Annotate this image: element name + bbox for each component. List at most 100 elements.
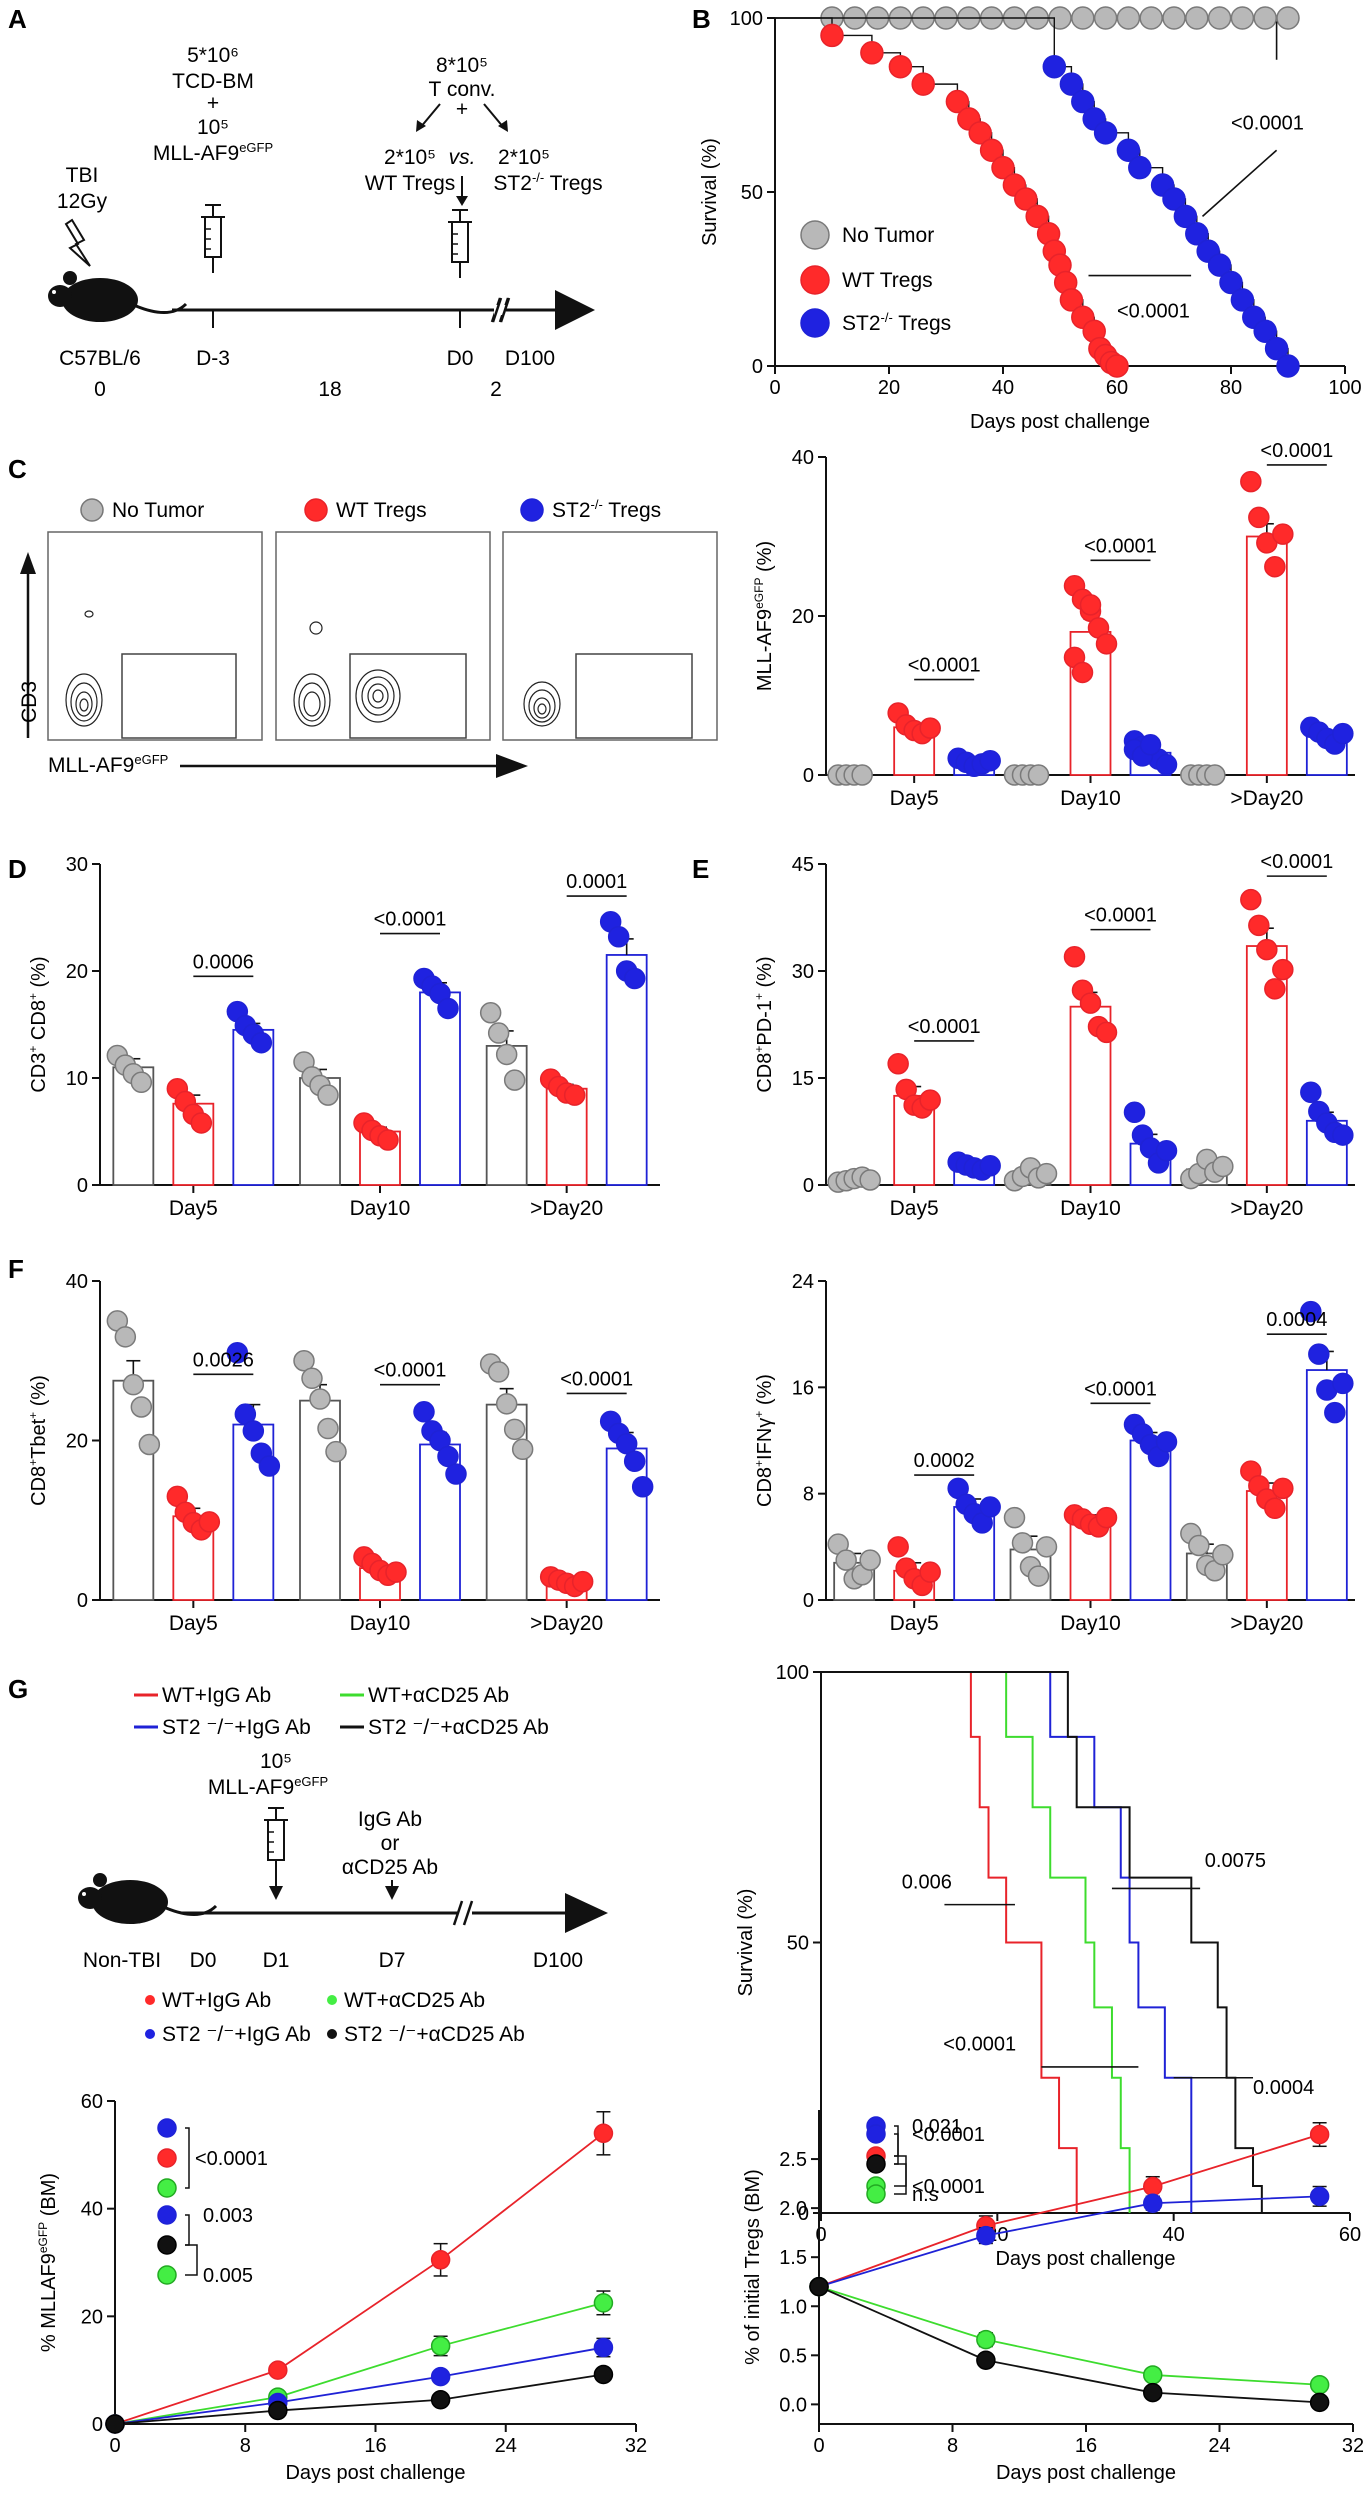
y-axis-label: Survival (%) — [735, 1889, 757, 1997]
data-point — [623, 1450, 646, 1472]
data-point — [1212, 1155, 1234, 1178]
data-point — [511, 1438, 534, 1461]
x-arrow-icon — [496, 754, 528, 778]
x-tick-label: 0 — [769, 377, 780, 399]
data-point — [976, 2225, 996, 2246]
y-axis-label: Survival (%) — [699, 138, 721, 246]
data-point — [1155, 1140, 1178, 1162]
data-point — [317, 1417, 339, 1440]
x-tick-label: 20 — [878, 377, 900, 399]
day-100-label: D100 — [505, 347, 555, 370]
stat-bracket — [894, 2163, 907, 2195]
interval-0: 0 — [94, 378, 106, 401]
survival-point — [991, 155, 1015, 180]
data-point — [105, 2414, 125, 2434]
y-arrow-icon — [20, 552, 36, 574]
data-point — [130, 1071, 153, 1094]
legend-g2-st2-acd25: ST2 ⁻/⁻+αCD25 Ab — [344, 2023, 525, 2046]
data-point — [1204, 764, 1226, 786]
data-point — [268, 2400, 288, 2421]
data-point — [1332, 722, 1354, 745]
y-tick-label: 30 — [66, 854, 88, 876]
vs-label: vs. — [449, 146, 476, 169]
y-tick-label: 40 — [81, 2199, 103, 2221]
y-tick-label: 0 — [77, 1175, 88, 1197]
y-axis-label: CD8+PD-1+ (%) — [752, 956, 776, 1092]
survival-line — [821, 1671, 1263, 2213]
legend-g2-wt-acd25: WT+αCD25 Ab — [344, 1989, 485, 2012]
data-point — [130, 1396, 153, 1418]
bar — [112, 1379, 155, 1601]
bar — [232, 1028, 275, 1186]
y-tick-label: 15 — [792, 1068, 814, 1090]
p-value: <0.0001 — [908, 1016, 981, 1038]
data-point — [615, 1432, 638, 1455]
x-axis-label: Days post challenge — [995, 2248, 1175, 2270]
survival-point — [968, 121, 992, 145]
data-point — [413, 1401, 435, 1423]
bar-chart-d: 0 10 20 30 CD3+ CD8+ (%) Day5 Day10 >Day20 0.000… — [26, 854, 660, 1220]
survival-point — [1116, 6, 1141, 30]
y-tick-label: 40 — [66, 1271, 88, 1293]
data-point — [1332, 1124, 1354, 1146]
y-tick-label: 24 — [792, 1271, 814, 1293]
stat-group-marker — [157, 2235, 177, 2255]
y-tick-label: 0 — [752, 356, 763, 378]
legend-g2-st2-igg-marker — [145, 2029, 155, 2039]
data-point — [593, 2293, 614, 2313]
survival-point — [911, 72, 935, 96]
data-point — [487, 1022, 510, 1044]
tumor-label: MLL-AF9eGFP — [153, 140, 273, 165]
survival-point — [1093, 6, 1118, 30]
p-value: 0.0006 — [193, 951, 254, 973]
x-axis-label: Days post challenge — [996, 2462, 1176, 2484]
data-point — [122, 1373, 145, 1396]
x-axis-label: Days post challenge — [970, 411, 1150, 433]
x-tick-label: 24 — [1208, 2435, 1230, 2457]
x-tick-label: 60 — [1339, 2224, 1361, 2246]
data-point — [1079, 992, 1102, 1014]
data-point — [1308, 1343, 1330, 1365]
x-axis-label: Days post challenge — [285, 2462, 465, 2484]
survival-point — [1059, 288, 1084, 312]
category-label: Day5 — [169, 1612, 218, 1635]
p-value: <0.0001 — [1084, 535, 1157, 557]
survival-point — [1230, 6, 1255, 30]
p-value: <0.0001 — [1231, 112, 1304, 134]
data-point — [859, 1549, 881, 1571]
data-point — [1071, 661, 1094, 684]
category-label: Day10 — [350, 1612, 411, 1635]
series-line — [818, 2133, 1320, 2288]
data-point — [258, 1455, 281, 1477]
survival-line — [821, 1671, 1078, 2213]
p-value: <0.0001 — [1117, 300, 1190, 322]
stat-group-marker — [866, 2124, 886, 2144]
y-tick-label: 0 — [92, 2414, 103, 2436]
timeline-arrow-icon — [555, 290, 595, 330]
series-line — [114, 2302, 604, 2425]
p-value: <0.0001 — [912, 2176, 985, 2198]
data-point — [1300, 1300, 1322, 1323]
legend-g2-wt-igg: WT+IgG Ab — [162, 1989, 271, 2012]
data-point — [1264, 555, 1286, 578]
x-tick-label: 60 — [1106, 377, 1128, 399]
data-point — [430, 2390, 451, 2410]
y-tick-label: 0.5 — [779, 2345, 807, 2367]
survival-point — [1276, 6, 1300, 30]
data-point — [631, 1476, 654, 1498]
g-tumor-label: MLL-AF9eGFP — [208, 1774, 328, 1799]
data-point — [198, 1511, 221, 1533]
tumor-cells: 10⁵ — [197, 116, 229, 139]
data-point — [887, 1052, 909, 1075]
p-value: <0.0001 — [195, 2148, 268, 2170]
data-point — [1079, 594, 1102, 616]
bar — [1129, 1439, 1172, 1601]
data-point — [1063, 945, 1086, 968]
y-tick-label: 40 — [792, 447, 814, 469]
survival-point — [979, 138, 1004, 162]
category-label: Day5 — [890, 1612, 939, 1635]
legend-g-st2-acd25: ST2 ⁻/⁻+αCD25 Ab — [368, 1716, 549, 1739]
legend-label: No Tumor — [842, 224, 934, 247]
g-day-7: D7 — [379, 1949, 406, 1972]
